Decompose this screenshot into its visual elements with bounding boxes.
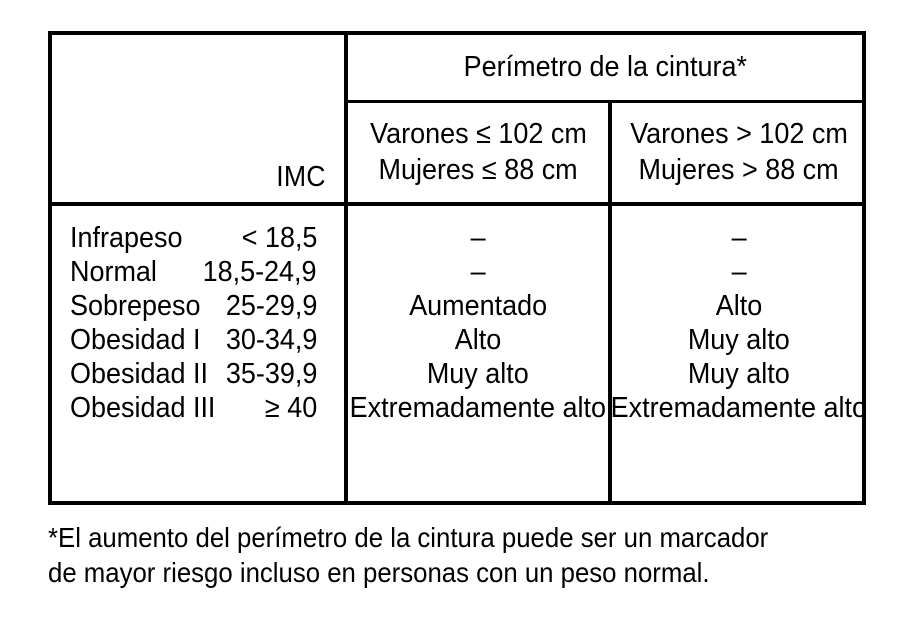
header-cell-high-waist: Varones > 102 cm Mujeres > 88 cm [612,103,866,202]
bmi-category-label: Obesidad II [70,357,208,390]
risk-high-waist-value: Muy alto [688,357,790,390]
risk-low-waist-value: Extremadamente alto [349,391,607,424]
column-divider-waist [608,100,612,505]
cell-risk-low-waist: Aumentado [348,289,608,323]
cell-risk-low-waist: Muy alto [348,357,608,391]
high-waist-women: Mujeres > 88 cm [638,153,840,186]
cell-risk-high-waist: Alto [612,289,866,323]
table-row: Obesidad III ≥ 40 Extremadamente alto Ex… [52,391,867,425]
bmi-range-value: 35-39,9 [225,357,317,390]
table-row: Normal 18,5-24,9 – – [52,255,862,289]
risk-low-waist-value: – [470,221,486,254]
cell-bmi-category: Obesidad II 35-39,9 [70,357,344,391]
cell-risk-low-waist: – [348,221,608,255]
waist-circumference-title: Perímetro de la cintura* [463,51,747,83]
cell-risk-high-waist: – [612,221,866,255]
table-row: Infrapeso < 18,5 – – [52,221,862,255]
table-row: Obesidad I 30-34,9 Alto Muy alto [52,323,862,357]
bmi-category-label: Obesidad I [70,323,201,356]
bmi-range-value: ≥ 40 [264,391,317,424]
risk-low-waist-value: Aumentado [409,289,547,322]
bmi-range-value: 18,5-24,9 [203,255,317,288]
table-row: Sobrepeso 25-29,9 Aumentado Alto [52,289,862,323]
cell-bmi-category: Obesidad III ≥ 40 [70,391,344,425]
table-body: Infrapeso < 18,5 – – Normal 18,5-24,9 – … [52,206,867,501]
header-sub-divider [344,100,866,103]
bmi-category-label: Normal [70,255,157,288]
cell-risk-low-waist: Alto [348,323,608,357]
footnote-line-2: de mayor riesgo incluso en personas con … [48,557,710,588]
cell-bmi-category: Obesidad I 30-34,9 [70,323,344,357]
bmi-range-value: < 18,5 [241,221,317,254]
header-body-divider [48,202,866,206]
footnote-line-1: *El aumento del perímetro de la cintura … [48,522,769,553]
bmi-category-label: Infrapeso [70,221,183,254]
cell-risk-high-waist: Muy alto [612,323,866,357]
risk-low-waist-value: – [470,255,486,288]
header-cell-imc: IMC [52,35,344,202]
risk-high-waist-value: Alto [715,289,763,322]
cell-risk-low-waist: – [348,255,608,289]
bmi-waist-risk-table: IMC Perímetro de la cintura* Varones ≤ 1… [48,31,867,505]
cell-risk-low-waist: Extremadamente alto [348,391,608,425]
table-row: Obesidad II 35-39,9 Muy alto Muy alto [52,357,862,391]
bmi-category-label: Obesidad III [70,391,216,424]
bmi-category-label: Sobrepeso [70,289,201,322]
risk-high-waist-value: – [731,221,747,254]
risk-high-waist-value: – [731,255,747,288]
risk-low-waist-value: Alto [454,323,502,356]
header-cell-low-waist: Varones ≤ 102 cm Mujeres ≤ 88 cm [348,103,608,202]
cell-bmi-category: Infrapeso < 18,5 [70,221,344,255]
low-waist-women: Mujeres ≤ 88 cm [378,153,578,186]
cell-risk-high-waist: – [612,255,866,289]
risk-low-waist-value: Muy alto [427,357,529,390]
cell-bmi-category: Sobrepeso 25-29,9 [70,289,344,323]
table-header: IMC Perímetro de la cintura* Varones ≤ 1… [48,35,866,206]
low-waist-men: Varones ≤ 102 cm [369,118,587,151]
high-waist-men: Varones > 102 cm [630,118,848,151]
bmi-range-value: 25-29,9 [225,289,317,322]
header-cell-waist-circumference: Perímetro de la cintura* [348,35,862,100]
bmi-range-value: 30-34,9 [225,323,317,356]
column-divider-imc [344,31,348,505]
table-footnote: *El aumento del perímetro de la cintura … [48,520,878,590]
imc-label: IMC [276,161,326,193]
risk-high-waist-value: Extremadamente alto [610,391,868,424]
risk-high-waist-value: Muy alto [688,323,790,356]
cell-bmi-category: Normal 18,5-24,9 [70,255,344,289]
cell-risk-high-waist: Muy alto [612,357,866,391]
cell-risk-high-waist: Extremadamente alto [610,391,868,425]
